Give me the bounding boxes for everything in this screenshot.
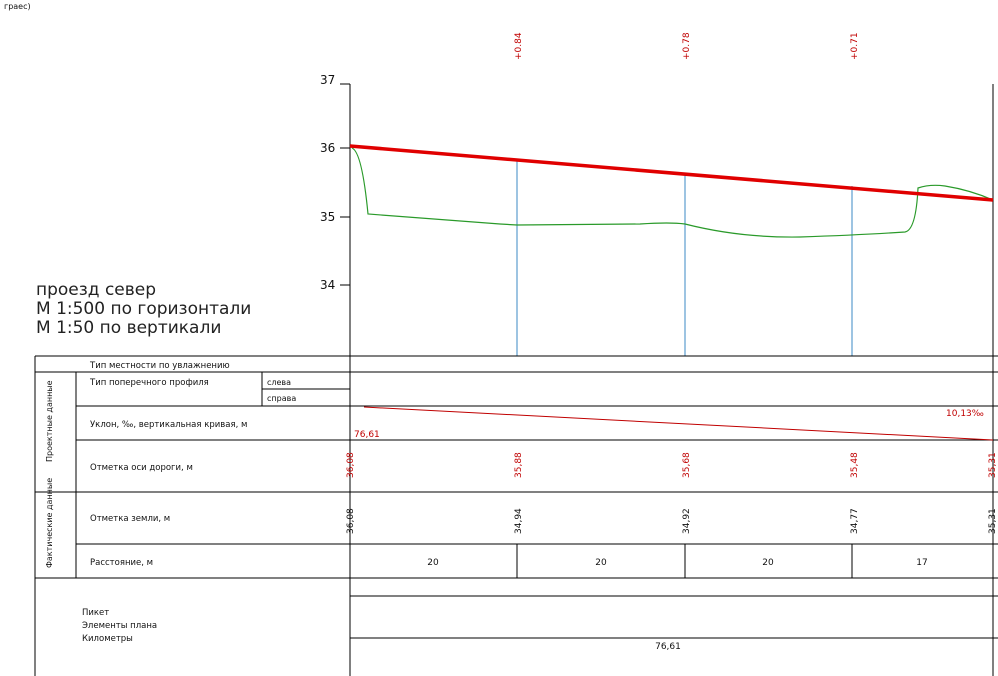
row-profile-label: Тип поперечного профиля	[89, 378, 209, 388]
distance-value: 20	[762, 558, 774, 568]
vertical-scale: М 1:50 по вертикали	[36, 318, 221, 338]
slope-line	[363, 406, 994, 441]
ground-mark: 34,77	[850, 508, 860, 534]
group-actual-label: Фактические данные	[45, 478, 54, 568]
design-mark: 35,48	[850, 452, 860, 478]
row-picket-label: Пикет	[82, 608, 109, 618]
axis-tick-label: 37	[320, 73, 335, 87]
difference-label: +0.78	[682, 32, 692, 60]
km-value: 76,61	[655, 642, 681, 652]
row-km-label: Километры	[82, 634, 133, 644]
profile-right-label: справа	[267, 394, 296, 403]
slope-value: 10,13‰	[946, 409, 984, 419]
ground-mark: 35,31	[988, 508, 998, 534]
axis-tick-label: 36	[320, 141, 335, 155]
design-line	[349, 144, 994, 202]
row-slope-label: Уклон, ‰, вертикальная кривая, м	[90, 420, 247, 430]
difference-label: +0.71	[850, 32, 860, 60]
header-fragment: граес)	[4, 2, 31, 11]
row-distance-label: Расстояние, м	[90, 558, 153, 568]
profile-table	[34, 355, 998, 676]
profile-left-label: слева	[267, 378, 291, 387]
design-mark: 35,88	[514, 452, 524, 478]
ground-line	[351, 147, 994, 238]
distance-value: 20	[595, 558, 607, 568]
horizontal-scale: М 1:500 по горизонтали	[36, 299, 251, 319]
design-marks: 36,08 35,88 35,68 35,48 35,31	[346, 452, 998, 478]
ground-mark: 34,92	[682, 508, 692, 534]
elevation-axis: 37 36 35 34	[320, 73, 351, 356]
axis-tick-label: 35	[320, 210, 335, 224]
top-differences: +0.84 +0.78 +0.71	[514, 32, 860, 60]
row-plan-label: Элементы плана	[82, 621, 157, 631]
design-mark: 35,31	[988, 452, 998, 478]
design-mark: 35,68	[682, 452, 692, 478]
row-ground-mark-label: Отметка земли, м	[90, 514, 170, 524]
row-terrain-label: Тип местности по увлажнению	[89, 361, 230, 371]
distance-value: 17	[916, 558, 927, 568]
distance-value: 20	[427, 558, 439, 568]
ground-mark: 36,08	[346, 508, 356, 534]
ground-marks: 36,08 34,94 34,92 34,77 35,31	[346, 508, 998, 534]
ground-mark: 34,94	[514, 508, 524, 534]
difference-label: +0.84	[514, 32, 524, 60]
profile-title: проезд север	[36, 280, 156, 300]
axis-tick-label: 34	[320, 278, 335, 292]
group-design-label: Проектные данные	[45, 380, 54, 462]
row-design-mark-label: Отметка оси дороги, м	[90, 463, 193, 473]
design-mark: 36,08	[346, 452, 356, 478]
slope-length: 76,61	[354, 430, 380, 440]
